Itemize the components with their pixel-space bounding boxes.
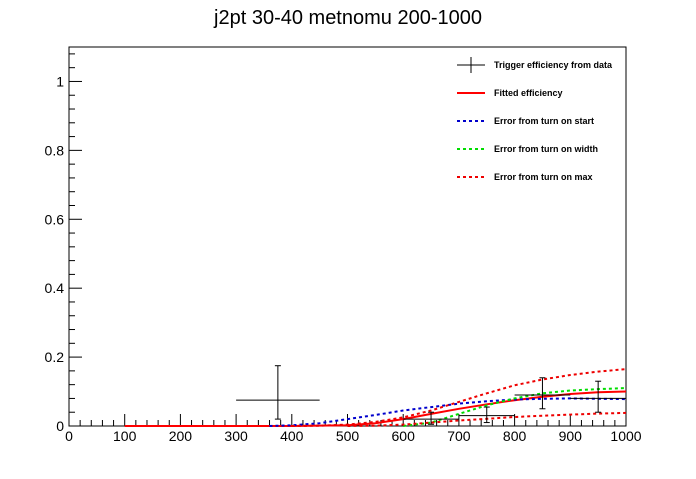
x-tick-label: 300 — [224, 428, 248, 444]
x-tick-label: 500 — [336, 428, 360, 444]
chart-title: j2pt 30-40 metnomu 200-1000 — [213, 7, 482, 29]
y-tick-label: 0.4 — [45, 280, 65, 296]
data-point — [458, 406, 515, 424]
series-line-error-from-turn-on-width — [403, 387, 627, 427]
legend-label: Fitted efficiency — [494, 88, 563, 98]
legend-entry: Fitted efficiency — [457, 88, 563, 98]
y-tick-label: 0.6 — [45, 211, 65, 227]
legend-label: Error from turn on width — [494, 144, 598, 154]
y-tick-label: 0.2 — [45, 349, 65, 365]
data-point — [514, 377, 571, 410]
legend-entry: Trigger efficiency from data — [457, 57, 613, 73]
legend-label: Error from turn on max — [494, 172, 593, 182]
plot-data-points — [236, 365, 626, 425]
x-tick-label: 800 — [503, 428, 527, 444]
y-tick-label: 0 — [56, 418, 64, 434]
data-point — [570, 380, 626, 413]
x-tick-label: 400 — [280, 428, 304, 444]
series-line-fitted-efficiency — [124, 390, 627, 427]
x-tick-label: 900 — [559, 428, 583, 444]
plot-curves — [124, 368, 627, 427]
legend-entry: Error from turn on max — [457, 172, 593, 182]
y-tick-label: 0.8 — [45, 142, 65, 158]
y-tick-label: 1 — [56, 73, 64, 89]
series-line-error-from-turn-on-max — [291, 368, 627, 427]
x-tick-label: 0 — [65, 428, 73, 444]
legend-entry: Error from turn on start — [457, 116, 594, 126]
legend-label: Trigger efficiency from data — [494, 60, 613, 70]
legend: Trigger efficiency from data Fitted effic… — [457, 57, 613, 182]
x-tick-label: 200 — [169, 428, 193, 444]
series-line-error-from-turn-on-start — [269, 397, 627, 427]
x-tick-label: 1000 — [610, 428, 641, 444]
plot-axes: 0 100 200 300 400 500 600 700 800 900 1000 0 0.2 0.4 0… — [45, 46, 642, 444]
data-point — [236, 365, 320, 420]
x-tick-label: 100 — [113, 428, 137, 444]
data-point — [403, 411, 459, 425]
plot-frame — [68, 46, 627, 427]
x-tick-label: 600 — [392, 428, 416, 444]
legend-label: Error from turn on start — [494, 116, 594, 126]
legend-entry: Error from turn on width — [457, 144, 598, 154]
x-tick-label: 700 — [447, 428, 471, 444]
